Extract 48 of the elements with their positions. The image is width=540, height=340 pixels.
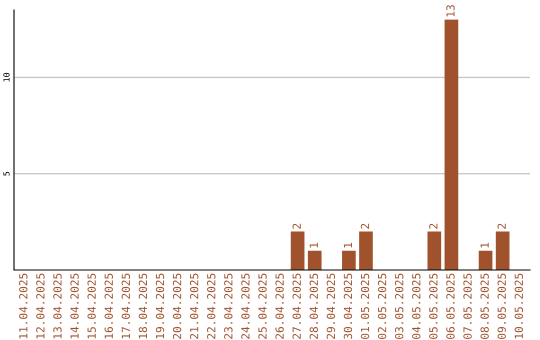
x-tick-label: 14.04.2025 [70,274,79,338]
data-label: 2 [292,224,301,229]
x-tick-label: 20.04.2025 [172,274,182,339]
x-tick-label: 04.05.2025 [412,274,420,339]
x-tick-label: 01.05.2025 [360,274,370,339]
x-tick-label: 05.05.2025 [429,274,438,339]
data-label: 2 [360,224,370,229]
bar [290,231,304,270]
x-tick-label: 27.04.2025 [292,274,301,339]
x-tick-label: 21.04.2025 [190,274,198,339]
x-tick-label: 11.04.2025 [19,274,28,338]
x-tick-label: 22.04.2025 [207,274,216,339]
data-label: 2 [429,224,438,229]
x-tick-label: 06.05.2025 [446,274,455,339]
x-tick-label: 08.05.2025 [480,274,489,339]
x-tick-label: 30.04.2025 [344,274,352,339]
bar [444,20,458,270]
x-tick-label: 10.05.2025 [514,274,523,338]
x-tick-label: 07.05.2025 [463,274,472,339]
y-tick-label: 5 [3,172,10,176]
x-tick-label: 26.04.2025 [275,274,284,339]
bar [342,250,356,270]
x-tick-label: 24.04.2025 [241,274,250,339]
x-tick-label: 17.04.2025 [122,274,130,338]
bar [427,231,442,270]
x-tick-label: 03.05.2025 [394,274,404,339]
y-tick-label: 10 [3,72,10,82]
bar [496,231,510,270]
bar [478,250,492,270]
x-tick-label: 15.04.2025 [87,274,96,338]
data-label: 2 [498,224,506,229]
data-label: 13 [446,5,455,16]
x-tick-label: 28.04.2025 [310,274,318,339]
x-tick-label: 25.04.2025 [258,274,267,339]
data-label: 1 [310,242,318,248]
x-tick-label: 09.05.2025 [498,274,506,339]
x-tick-label: 16.04.2025 [104,274,113,338]
x-tick-label: 12.04.2025 [36,274,45,338]
data-label: 1 [344,242,352,248]
x-tick-label: 02.05.2025 [378,274,386,339]
data-label: 1 [480,242,489,248]
bar [308,250,322,270]
x-tick-label: 13.04.2025 [53,274,62,338]
x-tick-label: 23.04.2025 [224,274,233,339]
x-tick-label: 29.04.2025 [326,274,336,339]
x-tick-label: 19.04.2025 [156,274,164,338]
bar [359,231,373,270]
x-tick-label: 18.04.2025 [138,274,148,338]
